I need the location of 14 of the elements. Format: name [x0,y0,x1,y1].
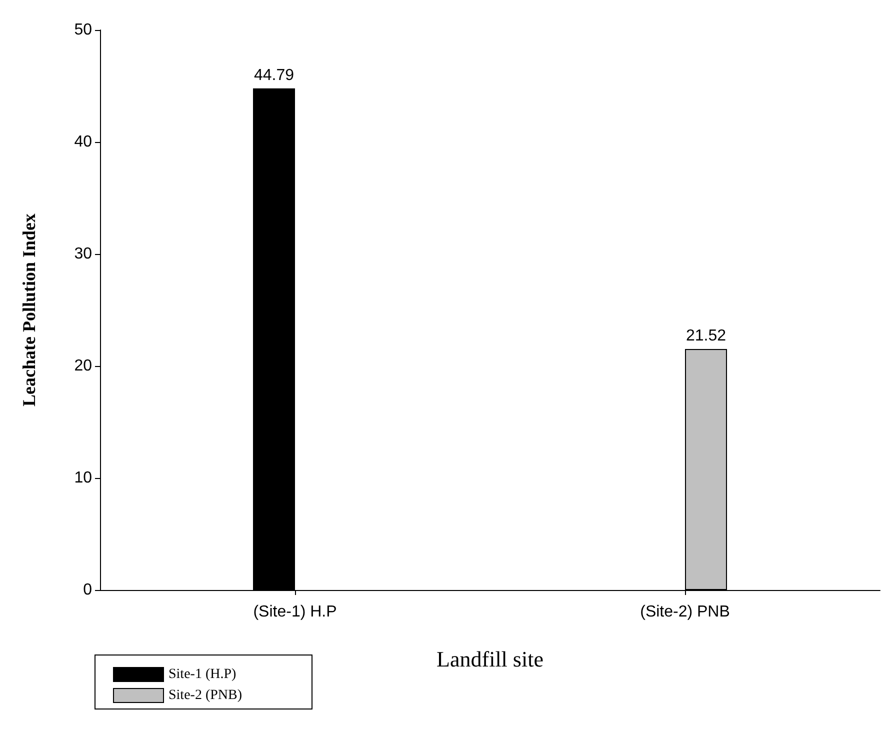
x-tick-label: (Site-1) H.P [253,604,337,620]
data-label: 21.52 [686,327,726,344]
y-tick-label: 50 [74,22,92,38]
legend-label: Site-2 (PNB) [168,688,242,703]
x-tick-label: (Site-2) PNB [640,604,730,620]
y-axis-title: Leachate Pollution Index [19,213,39,407]
y-tick-label: 0 [83,582,92,598]
y-tick-label: 20 [74,358,92,374]
x-axis-title: Landfill site [436,646,544,672]
y-tick-label: 40 [74,134,92,150]
data-label: 44.79 [254,66,294,84]
legend-label: Site-1 (H.P) [168,667,236,682]
y-tick-label: 10 [74,470,92,486]
y-tick-label: 30 [74,246,92,262]
